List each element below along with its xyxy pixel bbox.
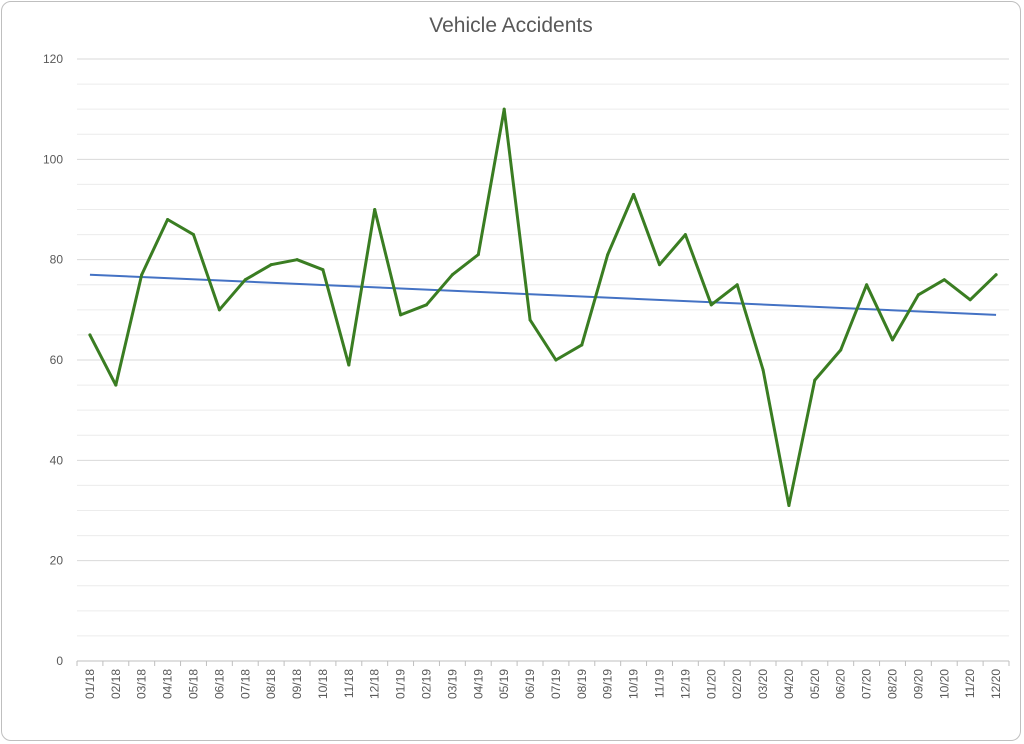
x-tick-label: 03/19 bbox=[445, 669, 459, 699]
data-point bbox=[709, 303, 713, 307]
x-tick-label: 05/18 bbox=[187, 669, 201, 699]
trendline bbox=[89, 273, 997, 316]
y-axis: 0 20 40 60 80 100 120 bbox=[43, 52, 63, 668]
x-tick-label: 08/18 bbox=[264, 669, 278, 699]
x-tick-label: 05/20 bbox=[808, 669, 822, 699]
x-tick-label: 04/19 bbox=[471, 669, 485, 699]
x-tick-label: 08/19 bbox=[575, 669, 589, 699]
x-axis: 01/18 02/18 03/18 04/18 05/18 06/18 07/18 08/18… bbox=[76, 660, 1010, 699]
y-tick-label: 20 bbox=[50, 554, 64, 568]
data-point bbox=[994, 273, 998, 277]
x-tick-label: 06/18 bbox=[212, 669, 226, 699]
data-point bbox=[787, 503, 791, 507]
data-point bbox=[88, 333, 92, 337]
data-point bbox=[140, 273, 144, 277]
x-tick-label: 04/18 bbox=[161, 669, 175, 699]
data-point bbox=[269, 263, 273, 267]
gridlines bbox=[77, 58, 1009, 637]
data-point bbox=[735, 283, 739, 287]
y-tick-label: 60 bbox=[50, 353, 64, 367]
data-point bbox=[295, 258, 299, 262]
data-point bbox=[192, 233, 195, 237]
data-point bbox=[658, 263, 661, 267]
data-point bbox=[683, 233, 687, 237]
data-point bbox=[347, 363, 351, 367]
x-tick-label: 08/20 bbox=[886, 669, 900, 699]
data-point bbox=[606, 253, 610, 257]
x-tick-label: 11/19 bbox=[653, 669, 667, 698]
x-tick-label: 06/19 bbox=[523, 669, 537, 699]
x-tick-label: 09/20 bbox=[911, 669, 925, 699]
data-point bbox=[968, 298, 972, 302]
x-tick-label: 07/19 bbox=[549, 669, 563, 699]
data-point bbox=[580, 343, 584, 347]
x-tick-label: 01/19 bbox=[394, 669, 408, 699]
data-point bbox=[166, 218, 170, 222]
data-point bbox=[502, 107, 506, 111]
y-tick-label: 120 bbox=[43, 52, 63, 66]
data-point bbox=[321, 268, 325, 272]
data-point bbox=[114, 383, 118, 387]
x-tick-label: 06/20 bbox=[834, 669, 848, 699]
x-tick-label: 09/18 bbox=[290, 669, 304, 699]
data-point bbox=[813, 378, 817, 382]
data-point bbox=[761, 368, 765, 372]
x-tick-label: 05/19 bbox=[497, 669, 511, 699]
x-tick-label: 02/19 bbox=[420, 669, 434, 699]
trendline-group bbox=[89, 273, 997, 316]
x-tick-label: 12/19 bbox=[678, 669, 692, 699]
data-point bbox=[425, 303, 428, 307]
data-point bbox=[942, 278, 946, 282]
x-tick-label: 09/19 bbox=[601, 669, 615, 699]
x-tick-label: 03/18 bbox=[135, 669, 149, 699]
data-point bbox=[399, 313, 403, 317]
y-tick-label: 100 bbox=[43, 152, 63, 166]
x-tick-label: 10/20 bbox=[937, 669, 951, 699]
data-point bbox=[632, 192, 636, 196]
data-point bbox=[916, 293, 920, 297]
x-tick-label: 07/18 bbox=[238, 669, 252, 699]
y-tick-label: 80 bbox=[50, 253, 64, 267]
data-point bbox=[839, 348, 843, 352]
x-tick-label: 11/18 bbox=[342, 669, 356, 698]
x-tick-label: 01/18 bbox=[83, 669, 97, 699]
data-point bbox=[528, 318, 532, 322]
data-point bbox=[450, 273, 454, 277]
data-point bbox=[373, 208, 377, 211]
x-tick-label: 02/20 bbox=[730, 669, 744, 699]
data-point bbox=[891, 338, 894, 342]
x-tick-label: 04/20 bbox=[782, 669, 796, 699]
data-point bbox=[217, 308, 221, 312]
series-group bbox=[88, 107, 998, 507]
data-point bbox=[476, 253, 480, 257]
chart-title: Vehicle Accidents bbox=[429, 14, 593, 37]
data-point bbox=[554, 358, 558, 362]
y-tick-label: 0 bbox=[56, 654, 63, 668]
y-tick-label: 40 bbox=[50, 453, 64, 467]
series-line bbox=[88, 107, 998, 507]
x-tick-label: 07/20 bbox=[860, 669, 874, 699]
x-tick-label: 12/18 bbox=[368, 669, 382, 699]
x-tick-label: 03/20 bbox=[756, 669, 770, 699]
x-tick-label: 02/18 bbox=[109, 669, 123, 699]
x-tick-label: 11/20 bbox=[963, 669, 977, 698]
x-tick-label: 10/19 bbox=[627, 669, 641, 699]
x-tick-label: 01/20 bbox=[704, 669, 718, 699]
data-point bbox=[243, 278, 247, 282]
x-tick-label: 12/20 bbox=[989, 669, 1003, 699]
x-tick-label: 10/18 bbox=[316, 669, 330, 699]
data-point bbox=[865, 283, 869, 287]
